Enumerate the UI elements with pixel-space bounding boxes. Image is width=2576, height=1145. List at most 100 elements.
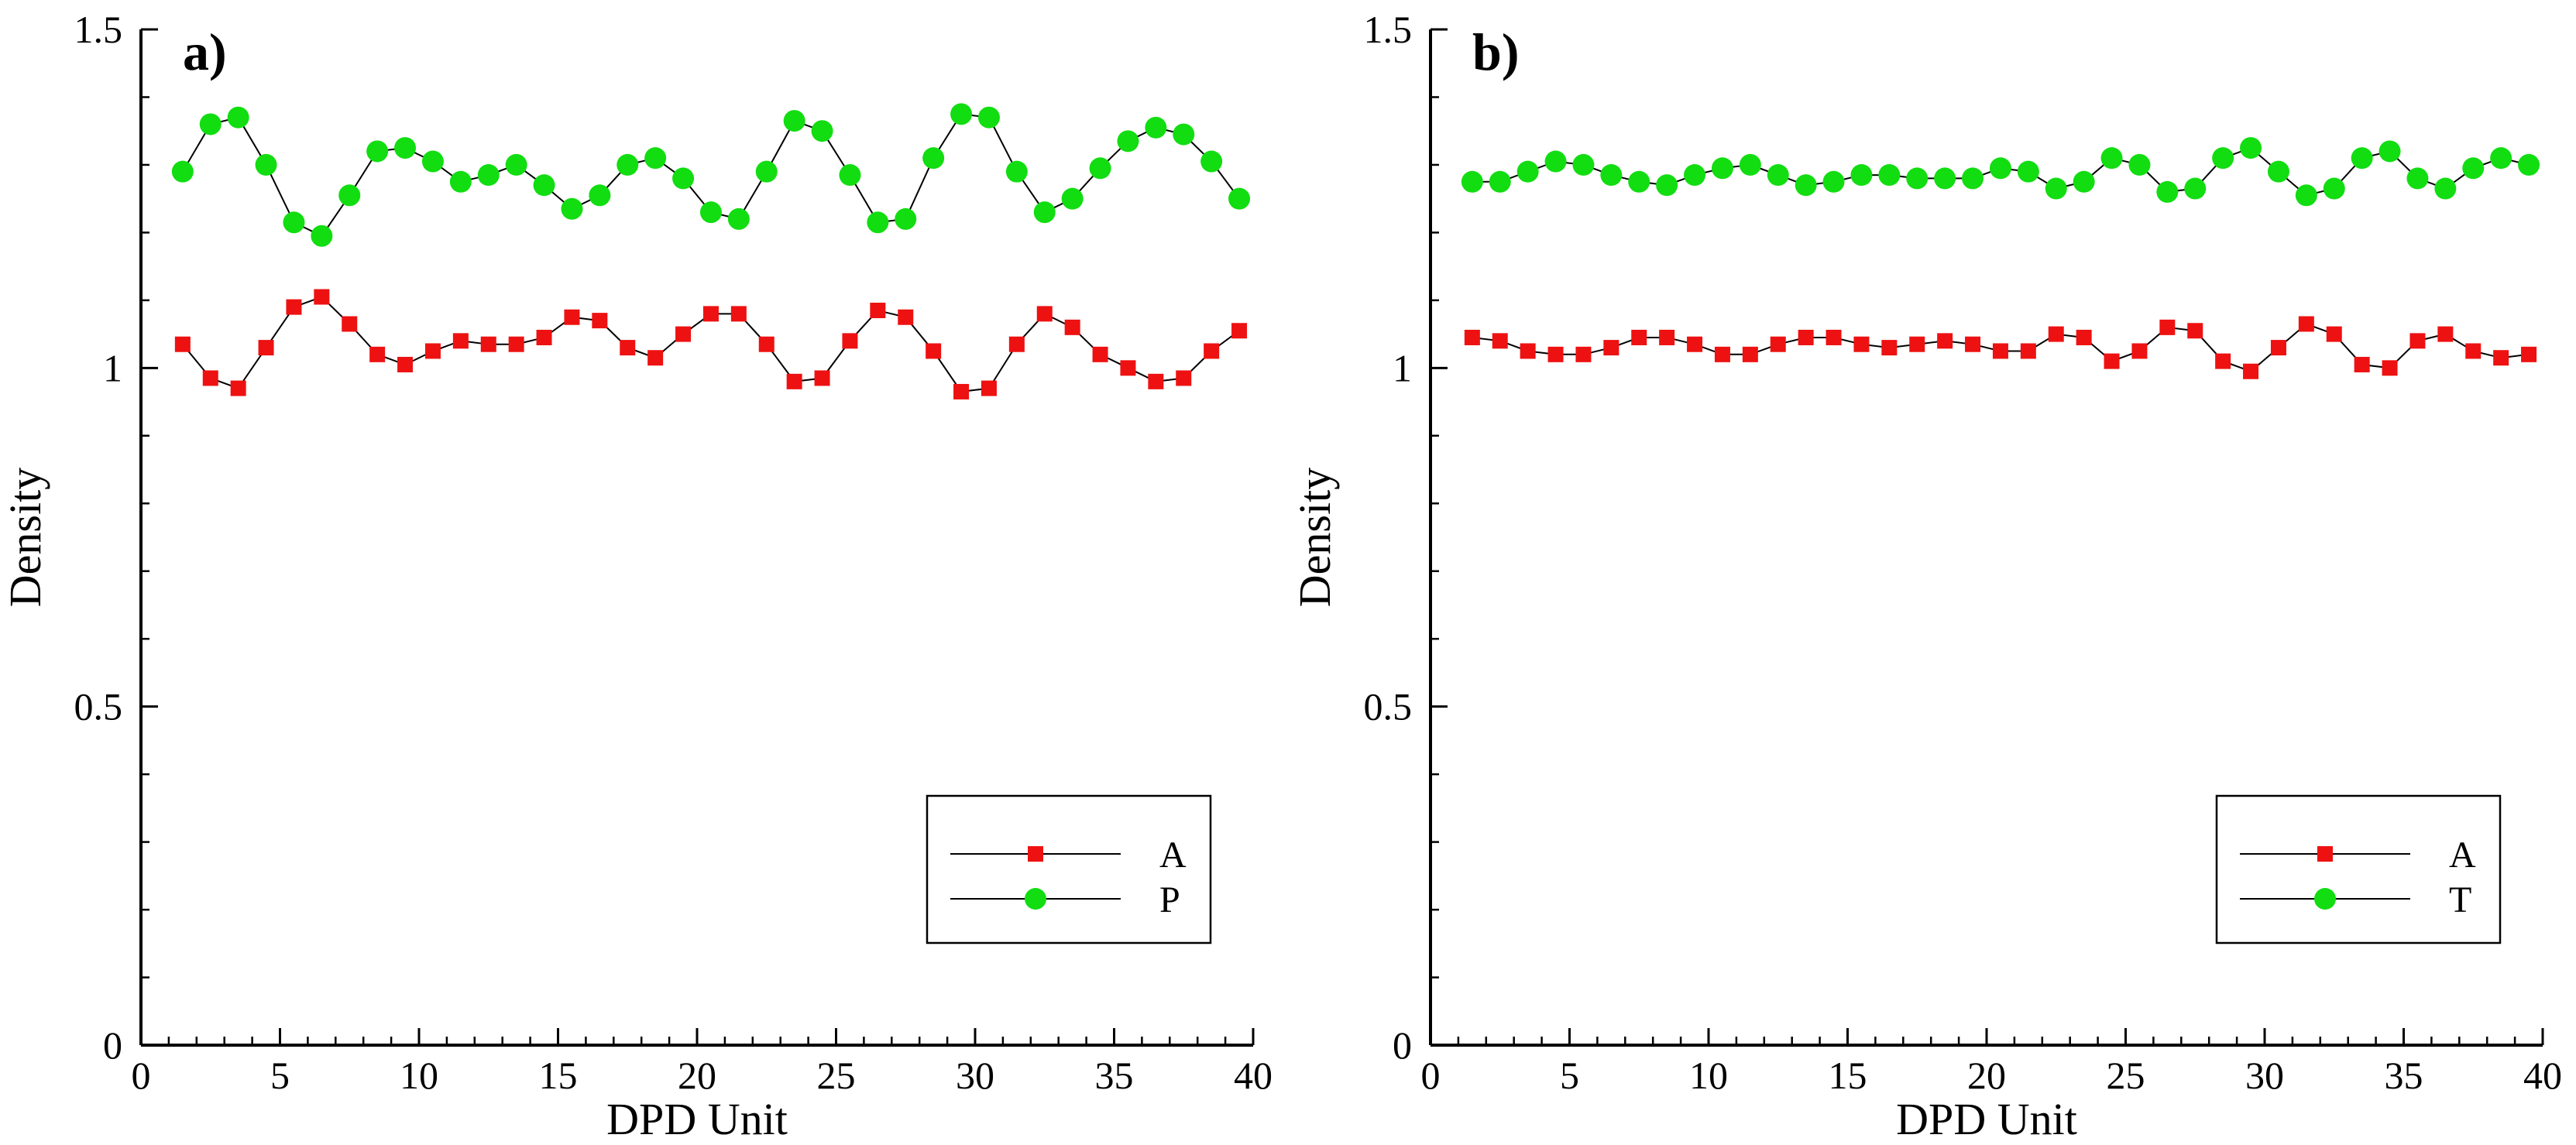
data-point-b-A (1520, 343, 1536, 359)
data-point-b-T (2434, 177, 2457, 200)
data-point-a-A (202, 370, 218, 386)
data-point-a-A (230, 380, 246, 396)
data-point-b-T (2017, 160, 2039, 183)
data-point-b-T (1739, 153, 1761, 176)
data-point-a-P (589, 184, 611, 207)
x-tick-label-b: 5 (1560, 1054, 1579, 1097)
data-point-a-P (727, 207, 750, 230)
x-axis-title-a: DPD Unit (606, 1094, 788, 1144)
data-point-b-A (1492, 333, 1508, 349)
panel-label-b: b) (1472, 22, 1519, 81)
data-point-b-T (1878, 164, 1901, 187)
legend-marker-a-0 (1028, 846, 1043, 862)
data-point-a-P (394, 137, 417, 159)
data-point-a-A (1036, 306, 1053, 322)
data-point-b-T (1906, 167, 1929, 190)
data-point-a-A (286, 299, 302, 315)
data-point-b-A (1909, 336, 1925, 352)
data-point-a-A (369, 346, 386, 362)
y-tick-label-b: 0 (1393, 1023, 1412, 1067)
legend-label-a-0: A (1159, 835, 1187, 876)
data-point-a-P (755, 160, 778, 183)
legend-marker-circle (2314, 888, 2336, 910)
data-point-b-T (2379, 140, 2401, 163)
panel-a: 0 5 10 15 20 25 30 35 40 0 0.5 1 1.5 a) DPD Unit Den… (0, 8, 1273, 1144)
data-point-a-P (617, 153, 639, 176)
data-point-a-P (1200, 150, 1223, 173)
x-tick-label-a: 40 (1234, 1054, 1273, 1097)
data-point-a-A (1176, 370, 1192, 386)
data-point-b-A (2104, 353, 2120, 369)
ticks-b: 0 5 10 15 20 25 30 35 40 0 0.5 1 1.5 (1364, 8, 2563, 1097)
data-point-a-P (255, 153, 277, 176)
data-point-b-A (2493, 350, 2509, 366)
data-point-a-P (1005, 160, 1028, 183)
x-tick-label-a: 5 (270, 1054, 290, 1097)
data-point-b-T (1850, 164, 1873, 187)
data-point-a-P (977, 106, 1000, 129)
data-point-b-A (1965, 336, 1981, 352)
data-point-b-T (2100, 147, 2123, 170)
data-point-a-A (258, 340, 274, 356)
data-point-a-A (1064, 319, 1080, 335)
data-point-a-A (397, 356, 414, 372)
legend-marker-b-1 (2314, 888, 2336, 910)
data-point-b-A (2409, 333, 2426, 349)
x-axis-title-b: DPD Unit (1896, 1094, 2077, 1144)
data-point-b-T (1962, 167, 1984, 190)
data-point-b-A (2298, 316, 2314, 332)
data-point-a-A (730, 306, 747, 322)
data-point-a-A (342, 316, 358, 332)
data-point-b-A (2354, 356, 2370, 372)
data-point-b-A (1937, 333, 1953, 349)
x-tick-label-b: 35 (2385, 1054, 2423, 1097)
data-point-b-T (1989, 157, 2011, 180)
data-point-a-P (283, 211, 305, 234)
x-tick-label-a: 10 (400, 1054, 438, 1097)
legend-label-a-1: P (1159, 879, 1180, 920)
data-point-b-T (1711, 157, 1733, 180)
data-point-a-A (814, 370, 830, 386)
data-point-b-A (2048, 326, 2064, 342)
legend-entry-a-series-0: A (950, 835, 1187, 876)
x-tick-label-a: 0 (132, 1054, 151, 1097)
data-point-a-P (366, 140, 389, 163)
legend-marker-a-1 (1025, 888, 1046, 910)
x-tick-label-a: 25 (817, 1054, 856, 1097)
data-point-a-P (449, 170, 472, 193)
data-point-a-P (1117, 130, 1139, 153)
legend-marker-square (1028, 846, 1043, 862)
y-tick-label-b: 1.5 (1364, 8, 1413, 51)
data-point-b-T (2406, 167, 2429, 190)
data-point-a-A (702, 306, 719, 322)
data-point-a-P (1089, 157, 1111, 180)
data-point-b-T (1795, 174, 1817, 197)
data-point-a-P (1145, 116, 1167, 139)
data-point-b-T (1544, 150, 1567, 173)
data-point-a-A (898, 309, 914, 325)
data-point-b-A (1826, 329, 1842, 345)
data-point-b-A (1659, 329, 1675, 345)
y-tick-label-b: 1 (1393, 346, 1412, 389)
data-point-a-P (561, 197, 583, 220)
data-point-b-A (2243, 363, 2259, 379)
data-point-b-T (2295, 184, 2317, 207)
legend-entry-b-series-0: A (2240, 835, 2476, 876)
data-point-a-A (1120, 360, 1136, 376)
data-point-b-T (2212, 147, 2234, 170)
data-point-b-A (1770, 336, 1786, 352)
data-point-a-P (699, 201, 722, 224)
data-point-b-A (1742, 346, 1758, 362)
data-point-a-P (1173, 123, 1195, 146)
data-point-a-P (199, 113, 222, 135)
data-point-a-A (314, 289, 330, 305)
data-point-b-A (2215, 353, 2231, 369)
x-tick-label-b: 20 (1967, 1054, 2006, 1097)
data-point-a-P (950, 103, 973, 125)
data-point-a-A (647, 350, 664, 366)
data-point-a-P (839, 164, 861, 187)
data-point-a-A (675, 326, 692, 342)
data-point-b-T (1461, 170, 1483, 193)
